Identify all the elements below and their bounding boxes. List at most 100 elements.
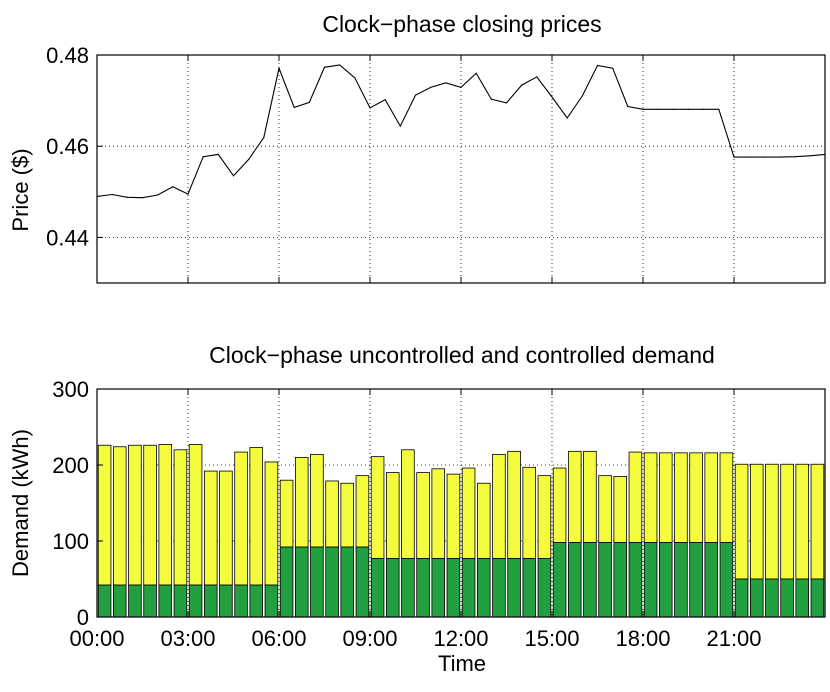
demand-y-tick-label: 200 <box>52 453 89 478</box>
demand-bar-controlled <box>795 578 810 618</box>
demand-bar-controlled <box>765 578 779 618</box>
price-point <box>202 156 204 158</box>
demand-bar-controlled <box>476 558 491 618</box>
demand-bar-controlled <box>719 542 734 618</box>
demand-plot-frame <box>96 388 826 618</box>
demand-bar-controlled <box>279 546 294 618</box>
demand-bar-controlled <box>219 584 233 618</box>
demand-bar-total <box>476 482 491 559</box>
demand-bar-total <box>537 475 552 559</box>
price-point <box>551 96 553 98</box>
demand-x-tick-label: 00:00 <box>69 626 124 651</box>
demand-x-tick-label: 15:00 <box>524 626 579 651</box>
price-point <box>111 193 113 196</box>
demand-chart-ylabel: Demand (kWh) <box>8 429 33 577</box>
demand-bar-total <box>188 444 203 586</box>
demand-bar-controlled <box>385 558 400 618</box>
price-plot-frame <box>96 54 826 284</box>
price-point <box>672 108 674 110</box>
price-point <box>748 156 750 158</box>
demand-bar-controlled <box>810 578 825 618</box>
demand-bar-total <box>431 468 446 559</box>
price-point <box>794 156 796 158</box>
demand-bar-total <box>385 472 400 559</box>
demand-bar-controlled <box>401 558 415 618</box>
demand-bar-total <box>446 473 461 559</box>
demand-bar-controlled <box>143 584 157 618</box>
demand-chart: 00:00 03:00 06:00 09:00 12:00 15:00 18:00 21:00… <box>52 377 826 651</box>
demand-bar-controlled <box>112 584 127 618</box>
demand-bar-total <box>522 466 537 559</box>
price-point <box>778 156 781 158</box>
demand-bar-controlled <box>780 578 794 618</box>
price-point <box>369 107 371 109</box>
demand-bar-controlled <box>461 558 476 618</box>
demand-bar-controlled <box>173 584 188 618</box>
price-point <box>172 186 174 188</box>
price-point <box>384 99 386 101</box>
demand-bar-total <box>355 475 370 548</box>
demand-bar-total <box>810 463 825 580</box>
demand-bar-total <box>674 452 688 543</box>
demand-bar-total <box>613 475 628 543</box>
demand-bar-controlled <box>294 546 309 618</box>
demand-bar-total <box>264 461 279 586</box>
price-point <box>612 67 614 69</box>
price-point <box>414 94 417 96</box>
demand-bar-total <box>643 452 658 543</box>
demand-bar-total <box>567 450 582 543</box>
price-point <box>733 156 735 158</box>
price-point <box>581 95 583 97</box>
price-point <box>323 66 326 68</box>
demand-bar-controlled <box>507 558 521 618</box>
demand-bar-controlled <box>689 542 703 618</box>
demand-bar-controlled <box>749 578 764 618</box>
demand-bar-controlled <box>552 542 567 618</box>
demand-bar-controlled <box>734 578 749 618</box>
demand-bar-total <box>112 446 127 586</box>
price-point <box>627 105 629 108</box>
demand-bar-total <box>158 444 173 586</box>
price-point <box>763 156 765 158</box>
demand-bar-total <box>97 444 112 586</box>
price-chart-ylabel: Price ($) <box>8 148 33 231</box>
demand-bar-total <box>507 450 521 559</box>
demand-bar-controlled <box>203 584 218 618</box>
price-point <box>339 64 341 66</box>
price-point <box>657 108 659 110</box>
price-point <box>566 117 568 119</box>
demand-bar-total <box>279 479 294 548</box>
demand-bar-controlled <box>658 542 673 618</box>
demand-bar-total <box>234 451 248 586</box>
demand-bar-controlled <box>628 542 643 618</box>
demand-bar-controlled <box>643 542 658 618</box>
demand-bar-controlled <box>325 546 339 618</box>
demand-bar-total <box>340 482 355 548</box>
price-point <box>187 193 189 195</box>
demand-bar-total <box>461 467 476 559</box>
demand-bar-controlled <box>310 546 324 618</box>
demand-bar-controlled <box>416 558 430 618</box>
price-y-tick-label: 0.46 <box>46 134 89 159</box>
price-point <box>445 82 447 84</box>
demand-bar-controlled <box>431 558 446 618</box>
price-point <box>293 106 295 109</box>
demand-bar-total <box>249 447 264 586</box>
price-point <box>308 101 310 104</box>
demand-bar-total <box>128 444 142 586</box>
price-point <box>157 194 159 196</box>
demand-bar-controlled <box>567 542 582 618</box>
demand-bar-total <box>658 452 673 543</box>
demand-y-tick-label: 100 <box>52 529 89 554</box>
demand-bar-controlled <box>492 558 506 618</box>
price-point <box>460 86 462 88</box>
demand-bar-controlled <box>249 584 264 618</box>
demand-bar-total <box>219 470 233 586</box>
demand-bar-total <box>780 463 794 580</box>
demand-bar-total <box>492 453 506 559</box>
price-point <box>278 67 280 69</box>
demand-bar-controlled <box>128 584 142 618</box>
demand-bar-total <box>765 463 779 580</box>
price-point <box>354 77 356 79</box>
demand-x-tick-label: 18:00 <box>615 626 670 651</box>
